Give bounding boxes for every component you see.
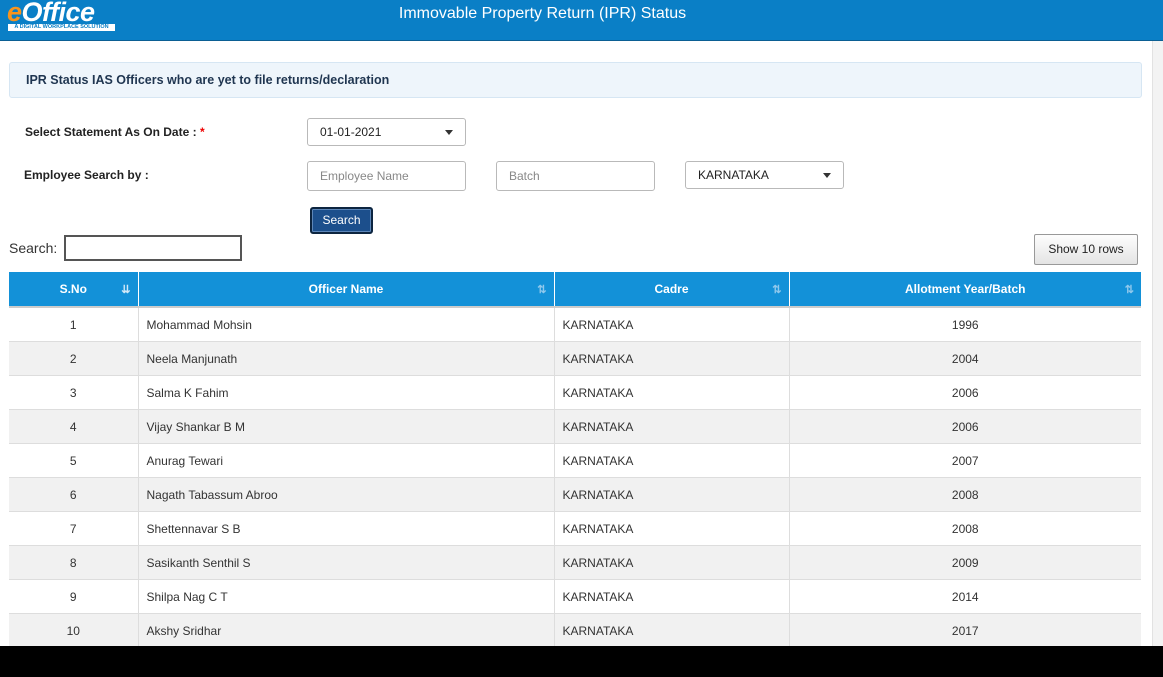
- top-header-bar: eOffice A DIGITAL WORKPLACE SOLUTION Imm…: [0, 0, 1163, 41]
- table-row[interactable]: 9 Shilpa Nag C T KARNATAKA 2014: [9, 579, 1141, 614]
- batch-input[interactable]: Batch: [496, 161, 655, 191]
- cell-officer-name: Anurag Tewari: [138, 443, 555, 478]
- cell-cadre: KARNATAKA: [554, 579, 790, 614]
- cell-allotment-year: 2009: [789, 545, 1141, 580]
- cell-allotment-year: 2007: [789, 443, 1141, 478]
- cell-sno: 5: [9, 443, 139, 478]
- column-header-sno[interactable]: S.No ⇊: [9, 272, 139, 307]
- cell-cadre: KARNATAKA: [554, 375, 790, 410]
- page-title: Immovable Property Return (IPR) Status: [398, 5, 687, 22]
- column-header-label: Officer Name: [308, 282, 384, 296]
- employee-name-input[interactable]: Employee Name: [307, 161, 466, 191]
- table-header-row: S.No ⇊ Officer Name ⇅ Cadre ⇅ Allotment Yea…: [9, 272, 1141, 307]
- cell-allotment-year: 2017: [789, 613, 1141, 646]
- table-row[interactable]: 1 Mohammad Mohsin KARNATAKA 1996: [9, 306, 1141, 342]
- column-header-officer-name[interactable]: Officer Name ⇅: [138, 272, 555, 307]
- cell-officer-name: Sasikanth Senthil S: [138, 545, 555, 580]
- cadre-select[interactable]: KARNATAKA: [685, 161, 844, 189]
- cell-cadre: KARNATAKA: [554, 545, 790, 580]
- panel-heading: IPR Status IAS Officers who are yet to f…: [9, 62, 1142, 98]
- statement-date-value: 01-01-2021: [320, 125, 382, 139]
- column-header-cadre[interactable]: Cadre ⇅: [554, 272, 790, 307]
- officers-table: S.No ⇊ Officer Name ⇅ Cadre ⇅ Allotment Yea…: [9, 272, 1141, 646]
- column-header-allotment-year[interactable]: Allotment Year/Batch ⇅: [789, 272, 1141, 307]
- statement-date-label-text: Select Statement As On Date :: [25, 125, 197, 139]
- cell-sno: 1: [9, 306, 139, 342]
- cell-officer-name: Shettennavar S B: [138, 511, 555, 546]
- table-body: 1 Mohammad Mohsin KARNATAKA 1996 2 Neela Man…: [9, 306, 1141, 646]
- cell-officer-name: Neela Manjunath: [138, 341, 555, 376]
- statement-date-label: Select Statement As On Date : *: [25, 125, 205, 139]
- cell-sno: 9: [9, 579, 139, 614]
- table-row[interactable]: 4 Vijay Shankar B M KARNATAKA 2006: [9, 409, 1141, 444]
- logo-wordmark: eOffice: [7, 0, 95, 27]
- statement-date-select[interactable]: 01-01-2021: [307, 118, 466, 146]
- table-row[interactable]: 10 Akshy Sridhar KARNATAKA 2017: [9, 613, 1141, 646]
- cell-allotment-year: 1996: [789, 306, 1141, 342]
- cell-sno: 10: [9, 613, 139, 646]
- chevron-down-icon: [445, 130, 453, 135]
- logo-tagline: A DIGITAL WORKPLACE SOLUTION: [8, 24, 115, 31]
- required-mark: *: [199, 125, 205, 139]
- cell-allotment-year: 2014: [789, 579, 1141, 614]
- cell-officer-name: Akshy Sridhar: [138, 613, 555, 646]
- cell-sno: 6: [9, 477, 139, 512]
- table-row[interactable]: 5 Anurag Tewari KARNATAKA 2007: [9, 443, 1141, 478]
- cell-sno: 7: [9, 511, 139, 546]
- cell-allotment-year: 2004: [789, 341, 1141, 376]
- cell-officer-name: Mohammad Mohsin: [138, 306, 555, 342]
- cell-officer-name: Nagath Tabassum Abroo: [138, 477, 555, 512]
- eoffice-logo[interactable]: eOffice A DIGITAL WORKPLACE SOLUTION: [7, 0, 117, 31]
- sort-icon: ⇅: [537, 284, 546, 296]
- search-button[interactable]: Search: [310, 207, 373, 234]
- table-search-label: Search:: [9, 240, 58, 256]
- cell-sno: 2: [9, 341, 139, 376]
- table-row[interactable]: 6 Nagath Tabassum Abroo KARNATAKA 2008: [9, 477, 1141, 512]
- cell-allotment-year: 2006: [789, 409, 1141, 444]
- cell-sno: 3: [9, 375, 139, 410]
- table-search-input[interactable]: [64, 235, 242, 261]
- column-header-label: Cadre: [654, 282, 689, 296]
- cell-allotment-year: 2006: [789, 375, 1141, 410]
- vertical-scrollbar[interactable]: [1152, 41, 1163, 646]
- table-row[interactable]: 2 Neela Manjunath KARNATAKA 2004: [9, 341, 1141, 376]
- cell-cadre: KARNATAKA: [554, 613, 790, 646]
- cell-sno: 4: [9, 409, 139, 444]
- cell-cadre: KARNATAKA: [554, 341, 790, 376]
- employee-search-label: Employee Search by :: [24, 168, 149, 182]
- cell-cadre: KARNATAKA: [554, 511, 790, 546]
- panel-heading-text: IPR Status IAS Officers who are yet to f…: [26, 73, 390, 87]
- cell-cadre: KARNATAKA: [554, 409, 790, 444]
- cell-officer-name: Shilpa Nag C T: [138, 579, 555, 614]
- page: eOffice A DIGITAL WORKPLACE SOLUTION Imm…: [0, 0, 1163, 646]
- cell-officer-name: Salma K Fahim: [138, 375, 555, 410]
- sort-icon: ⇅: [772, 284, 781, 296]
- sort-asc-icon: ⇊: [121, 284, 130, 296]
- cell-allotment-year: 2008: [789, 477, 1141, 512]
- cell-sno: 8: [9, 545, 139, 580]
- screen-bottom-edge: [0, 646, 1163, 677]
- show-rows-button[interactable]: Show 10 rows: [1034, 234, 1138, 265]
- cell-cadre: KARNATAKA: [554, 306, 790, 342]
- table-row[interactable]: 8 Sasikanth Senthil S KARNATAKA 2009: [9, 545, 1141, 580]
- column-header-label: S.No: [59, 282, 87, 296]
- column-header-label: Allotment Year/Batch: [905, 282, 1026, 296]
- sort-icon: ⇅: [1124, 284, 1134, 296]
- cell-cadre: KARNATAKA: [554, 443, 790, 478]
- chevron-down-icon: [823, 173, 831, 178]
- cell-cadre: KARNATAKA: [554, 477, 790, 512]
- table-row[interactable]: 3 Salma K Fahim KARNATAKA 2006: [9, 375, 1141, 410]
- cell-allotment-year: 2008: [789, 511, 1141, 546]
- table-row[interactable]: 7 Shettennavar S B KARNATAKA 2008: [9, 511, 1141, 546]
- cadre-select-value: KARNATAKA: [698, 168, 769, 182]
- cell-officer-name: Vijay Shankar B M: [138, 409, 555, 444]
